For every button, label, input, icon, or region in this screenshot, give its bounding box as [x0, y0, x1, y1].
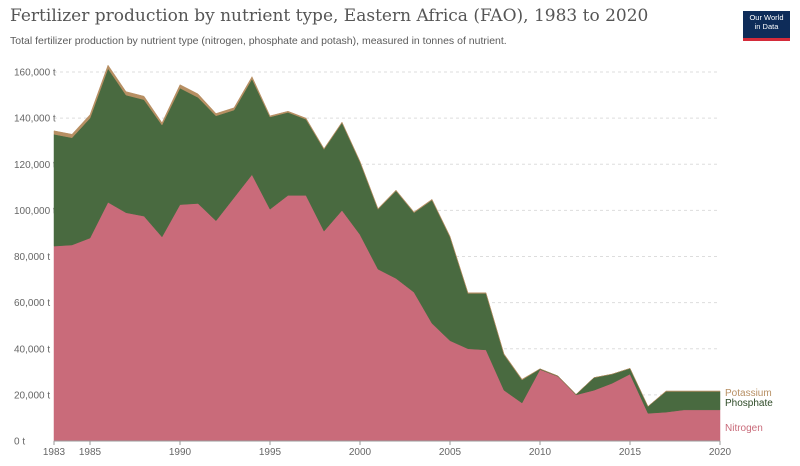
y-tick-label: 100,000 t: [14, 206, 56, 217]
y-tick-label: 0 t: [14, 437, 25, 448]
x-tick-label: 1990: [169, 447, 192, 458]
y-tick-label: 60,000 t: [14, 298, 50, 309]
x-tick-label: 1985: [79, 447, 102, 458]
series-label-potassium: Potassium: [725, 388, 772, 399]
logo-line-1: Our World: [749, 13, 784, 22]
x-tick-label: 2020: [709, 447, 732, 458]
x-tick-label: 2010: [529, 447, 552, 458]
y-tick-label: 20,000 t: [14, 390, 50, 401]
x-tick-label: 2015: [619, 447, 642, 458]
chart-title: Fertilizer production by nutrient type, …: [10, 6, 649, 26]
y-tick-label: 80,000 t: [14, 252, 50, 263]
y-tick-label: 140,000 t: [14, 114, 56, 125]
x-tick-label: 2000: [349, 447, 372, 458]
chart-subtitle: Total fertilizer production by nutrient …: [10, 35, 507, 47]
x-tick-label: 1983: [43, 447, 66, 458]
series-label-phosphate: Phosphate: [725, 398, 773, 409]
area-potassium: [53, 64, 721, 407]
series-label-nitrogen: Nitrogen: [725, 423, 763, 434]
x-tick-label: 1995: [259, 447, 282, 458]
logo-line-2: in Data: [754, 22, 779, 31]
y-tick-label: 40,000 t: [14, 344, 50, 355]
y-tick-label: 160,000 t: [14, 68, 56, 79]
owid-logo[interactable]: Our World in Data: [743, 11, 790, 41]
x-tick-label: 2005: [439, 447, 462, 458]
y-tick-label: 120,000 t: [14, 160, 56, 171]
